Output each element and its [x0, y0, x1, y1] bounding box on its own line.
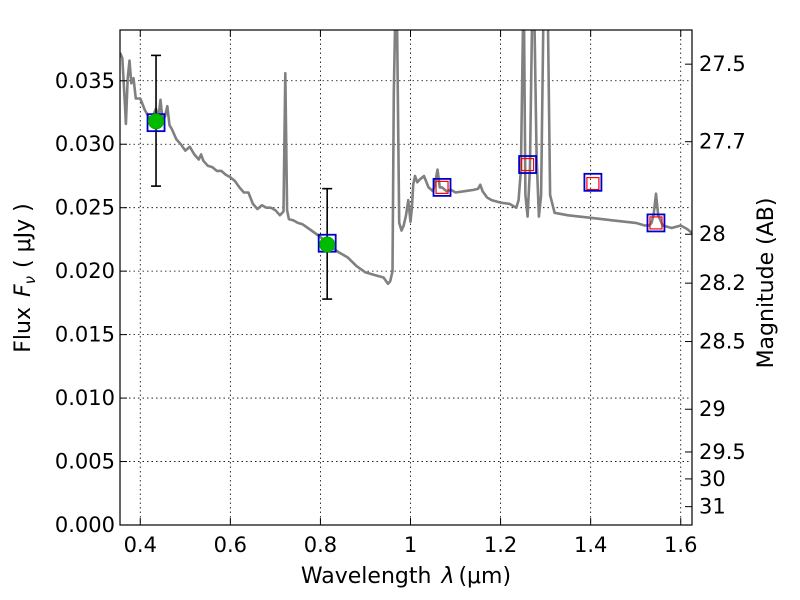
y-tick-label: 0.030	[55, 132, 115, 156]
model-photometry-marker	[518, 155, 538, 174]
y-axis-label: FluxFν( μJy )	[11, 203, 39, 352]
x-tick-label: 0.8	[304, 533, 337, 557]
model-photometry-marker	[583, 172, 603, 192]
mag-tick-label: 28.2	[699, 271, 746, 295]
upper-limit-marker	[586, 176, 600, 191]
upper-limit-marker	[649, 216, 663, 230]
x-tick-label: 0.6	[214, 533, 247, 557]
mag-tick-label: 29.5	[699, 440, 746, 464]
upper-limit-marker	[521, 157, 535, 172]
magnitude-axis-label: Magnitude (AB)	[754, 198, 779, 369]
y-tick-label: 0.020	[55, 259, 115, 283]
mag-tick-label: 28.5	[699, 330, 746, 354]
x-axis-label: Wavelength λ (μm)	[301, 564, 511, 589]
y-tick-label: 0.015	[55, 323, 115, 347]
detection-point	[148, 113, 165, 130]
grid	[120, 30, 692, 526]
y-tick-label: 0.035	[55, 69, 115, 93]
model-photometry-marker	[432, 177, 452, 197]
y-tick-label: 0.025	[55, 196, 115, 220]
mag-tick-label: 27.5	[699, 52, 746, 76]
plot-frame	[119, 29, 693, 526]
detection-point	[319, 236, 336, 253]
x-tick-label: 1	[404, 533, 417, 557]
y-tick-label: 0.000	[55, 513, 115, 537]
mag-tick-label: 29	[699, 397, 726, 421]
series-area	[120, 30, 692, 300]
mag-tick-label: 28	[699, 222, 726, 246]
x-tick-label: 1.4	[574, 533, 607, 557]
x-tick-label: 0.4	[124, 533, 157, 557]
mag-tick-label: 31	[699, 495, 726, 519]
model-photometry-marker	[646, 213, 666, 233]
axis-ticks: 0.4 0.6 0.8 1 1.2 1.4 1.6 0.000 0.005 0.010 0.015 0…	[55, 30, 746, 557]
upper-limit-marker	[435, 180, 449, 194]
mag-tick-label: 30	[699, 467, 726, 491]
model-spectrum-line	[120, 30, 692, 286]
x-tick-label: 1.6	[664, 533, 697, 557]
mag-tick-label: 27.7	[699, 130, 746, 154]
x-tick-label: 1.2	[484, 533, 517, 557]
y-tick-label: 0.005	[55, 450, 115, 474]
y-tick-label: 0.010	[55, 386, 115, 410]
